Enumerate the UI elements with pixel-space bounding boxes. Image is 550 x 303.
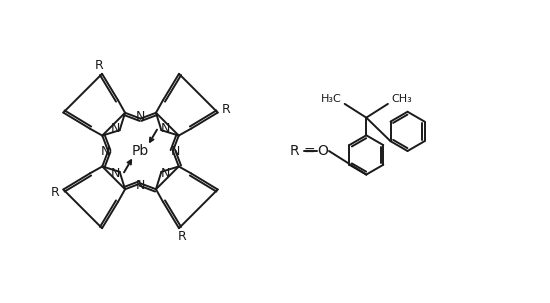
Text: N: N [101, 145, 110, 158]
Text: N: N [161, 122, 170, 135]
Text: R: R [95, 59, 103, 72]
Text: R: R [177, 230, 186, 243]
Text: CH₃: CH₃ [391, 94, 412, 104]
Text: R: R [222, 103, 230, 116]
Text: R: R [51, 186, 59, 199]
Text: N: N [171, 145, 180, 158]
Text: Pb: Pb [132, 144, 149, 158]
Text: N: N [136, 179, 145, 192]
Text: R =: R = [290, 144, 315, 158]
Text: O: O [318, 144, 328, 158]
Text: N: N [111, 167, 120, 180]
Text: N: N [111, 122, 120, 135]
Text: N: N [136, 110, 145, 123]
Text: N: N [161, 167, 170, 180]
Text: H₃C: H₃C [321, 94, 342, 104]
